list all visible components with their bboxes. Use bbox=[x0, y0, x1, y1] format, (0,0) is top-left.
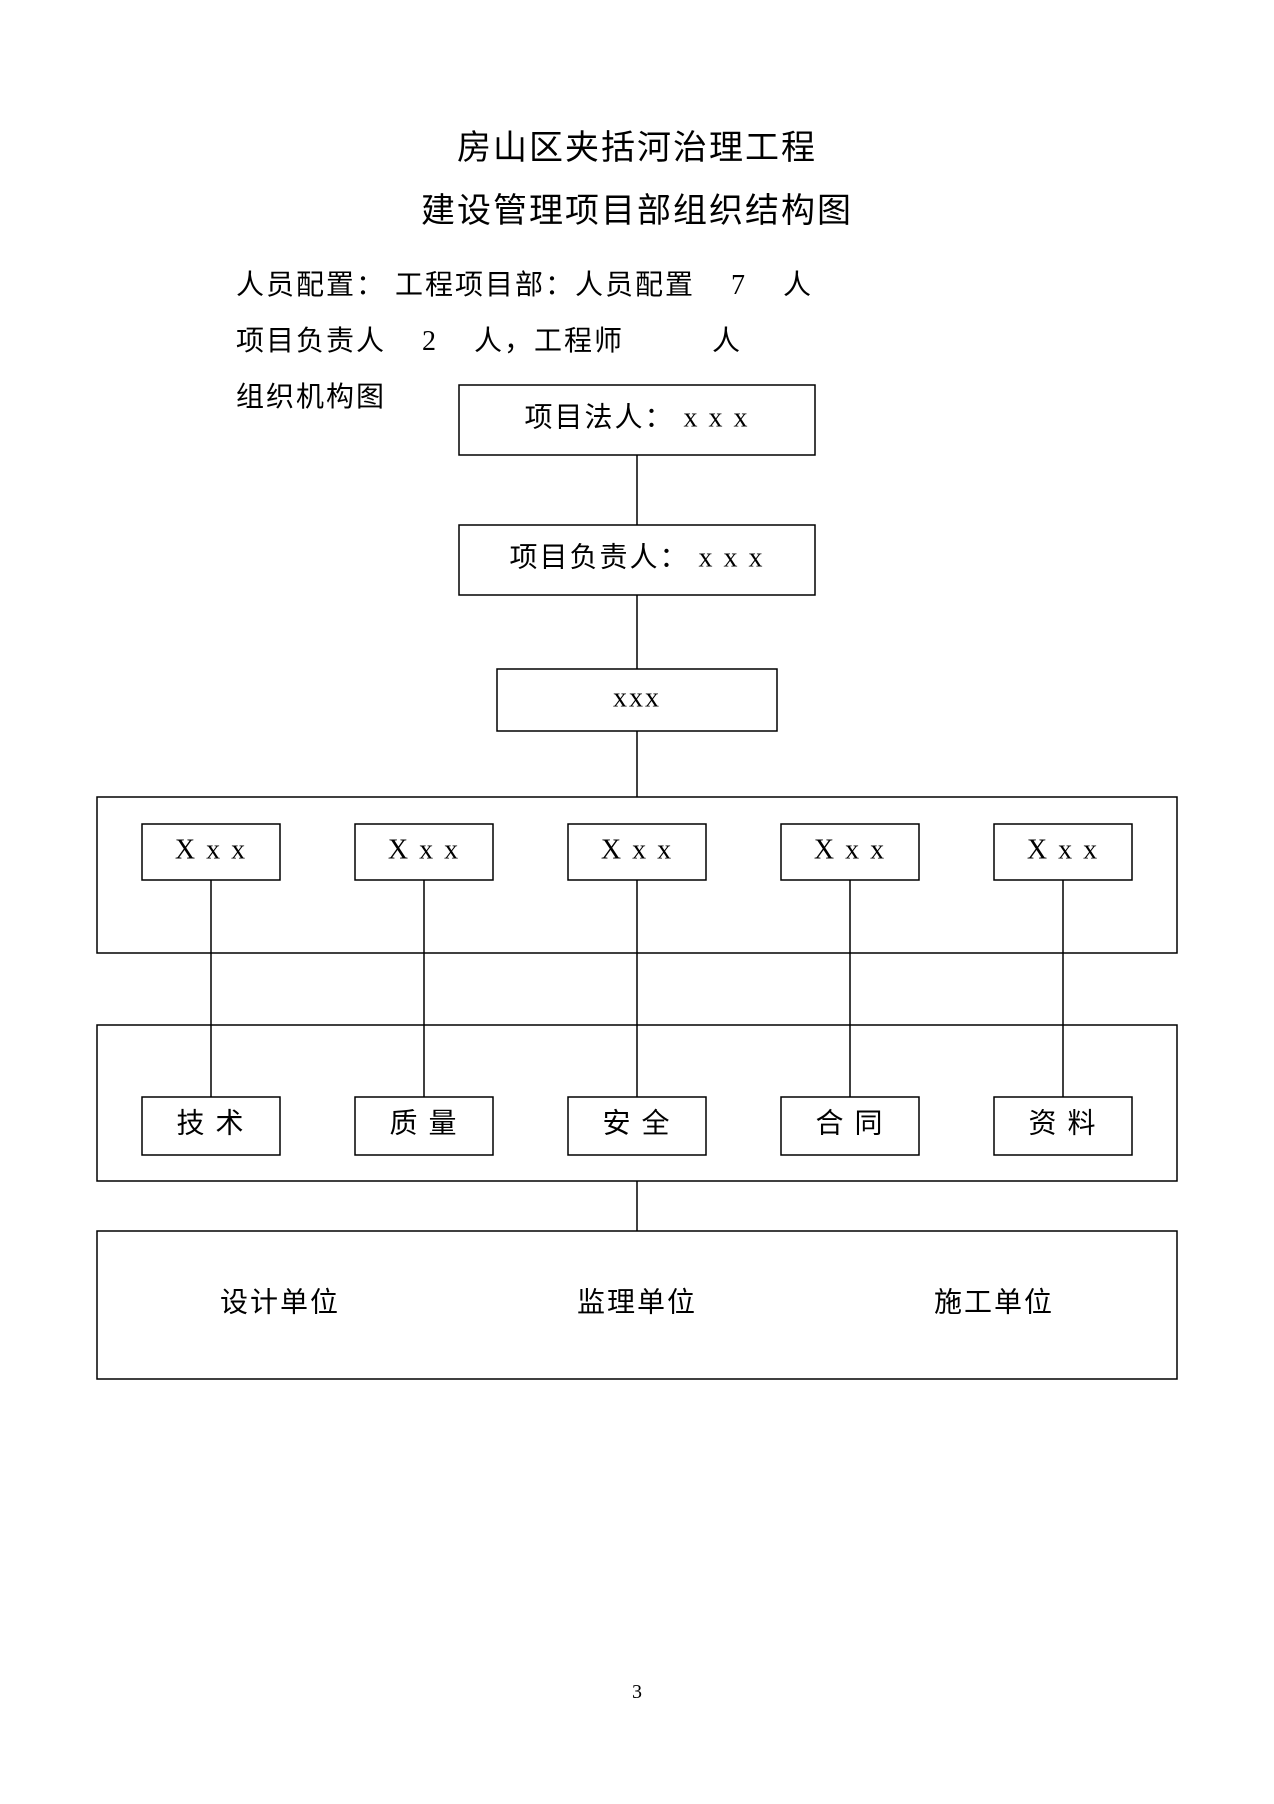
label-g2e: 资 料 bbox=[1028, 1107, 1097, 1139]
label-g1b: X x x bbox=[388, 834, 460, 865]
label-g1d: X x x bbox=[814, 834, 886, 865]
info-line2-c: 人 bbox=[712, 326, 742, 357]
node-g3a: 设计单位 bbox=[220, 1286, 340, 1318]
label-g1e: X x x bbox=[1027, 834, 1099, 865]
label-g1c: X x x bbox=[601, 834, 673, 865]
info-line1-b: 人 bbox=[783, 270, 813, 301]
info-line1-count: 7 bbox=[704, 258, 774, 314]
label-legal: 项目法人： x x x bbox=[524, 401, 749, 433]
label-g1a: X x x bbox=[175, 834, 247, 865]
node-g3b: 监理单位 bbox=[577, 1286, 697, 1318]
info-line2-b: 人，工程师 bbox=[474, 326, 624, 357]
label-g2d: 合 同 bbox=[815, 1107, 884, 1139]
info-line1: 人员配置： 工程项目部：人员配置 7 人 bbox=[236, 258, 1274, 314]
info-line2-a: 项目负责人 bbox=[236, 326, 386, 357]
title-line1: 房山区夹括河治理工程 bbox=[0, 120, 1274, 169]
node-g3c: 施工单位 bbox=[934, 1286, 1054, 1318]
label-g2c: 安 全 bbox=[602, 1107, 671, 1139]
info-line1-a: 人员配置： 工程项目部：人员配置 bbox=[236, 270, 695, 301]
label-mid: xxx bbox=[613, 682, 661, 713]
title-line2: 建设管理项目部组织结构图 bbox=[0, 183, 1274, 232]
label-g2a: 技 术 bbox=[176, 1107, 245, 1139]
label-g2b: 质 量 bbox=[389, 1107, 458, 1139]
info-line2-count: 2 bbox=[395, 314, 465, 370]
label-leader: 项目负责人： x x x bbox=[509, 541, 764, 573]
page-number: 3 bbox=[0, 1681, 1274, 1704]
info-line2: 项目负责人 2 人，工程师 人 bbox=[236, 314, 1274, 370]
org-chart-diagram: 项目法人： x x x 项目负责人： x x x xxx X x x X x x X x … bbox=[0, 380, 1274, 1500]
